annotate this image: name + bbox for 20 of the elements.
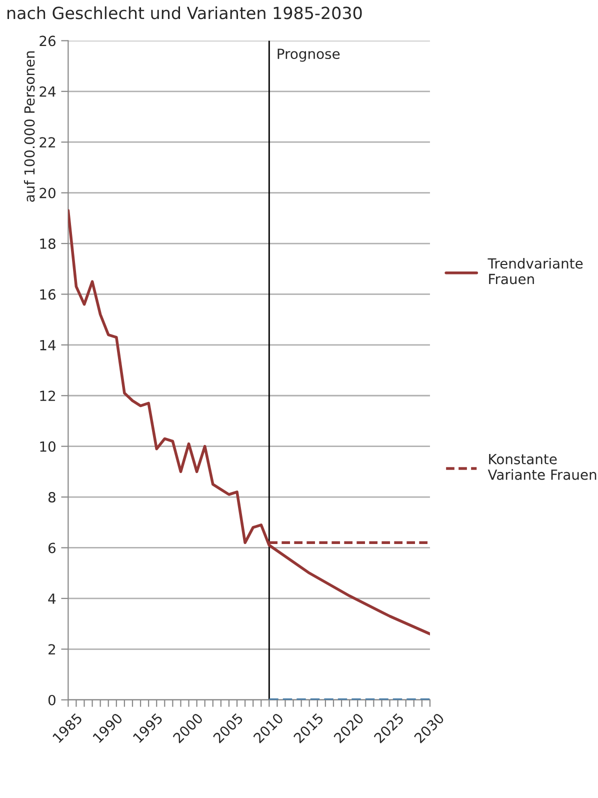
y-tick-label: 10 bbox=[40, 441, 56, 452]
y-tick-label: 6 bbox=[48, 542, 56, 554]
y-tick-label: 2 bbox=[48, 644, 55, 654]
line-series bbox=[68, 209, 430, 636]
y-tick-label: 22 bbox=[40, 137, 55, 148]
chart-title: nach Geschlecht und Varianten 1985-2030 bbox=[7, 6, 362, 20]
legend-label: Trendvariante Frauen bbox=[488, 258, 583, 284]
y-tick-label: 16 bbox=[40, 289, 56, 300]
y-tick-label: 8 bbox=[48, 492, 56, 503]
y-tick-label: 4 bbox=[48, 594, 56, 604]
y-axis-title: auf 100.000 Personen bbox=[24, 51, 35, 202]
legend-label: Konstante Variante Frauen bbox=[488, 454, 596, 480]
y-tick-label: 0 bbox=[48, 694, 56, 706]
y-tick-label: 26 bbox=[40, 36, 56, 46]
y-tick-label: 20 bbox=[40, 188, 56, 198]
y-tick-label: 18 bbox=[40, 238, 56, 249]
y-tick-label: 14 bbox=[40, 340, 56, 350]
ref-line-label: Prognose bbox=[278, 48, 340, 62]
y-tick-label: 24 bbox=[40, 86, 56, 97]
y-tick-label: 12 bbox=[40, 390, 55, 401]
